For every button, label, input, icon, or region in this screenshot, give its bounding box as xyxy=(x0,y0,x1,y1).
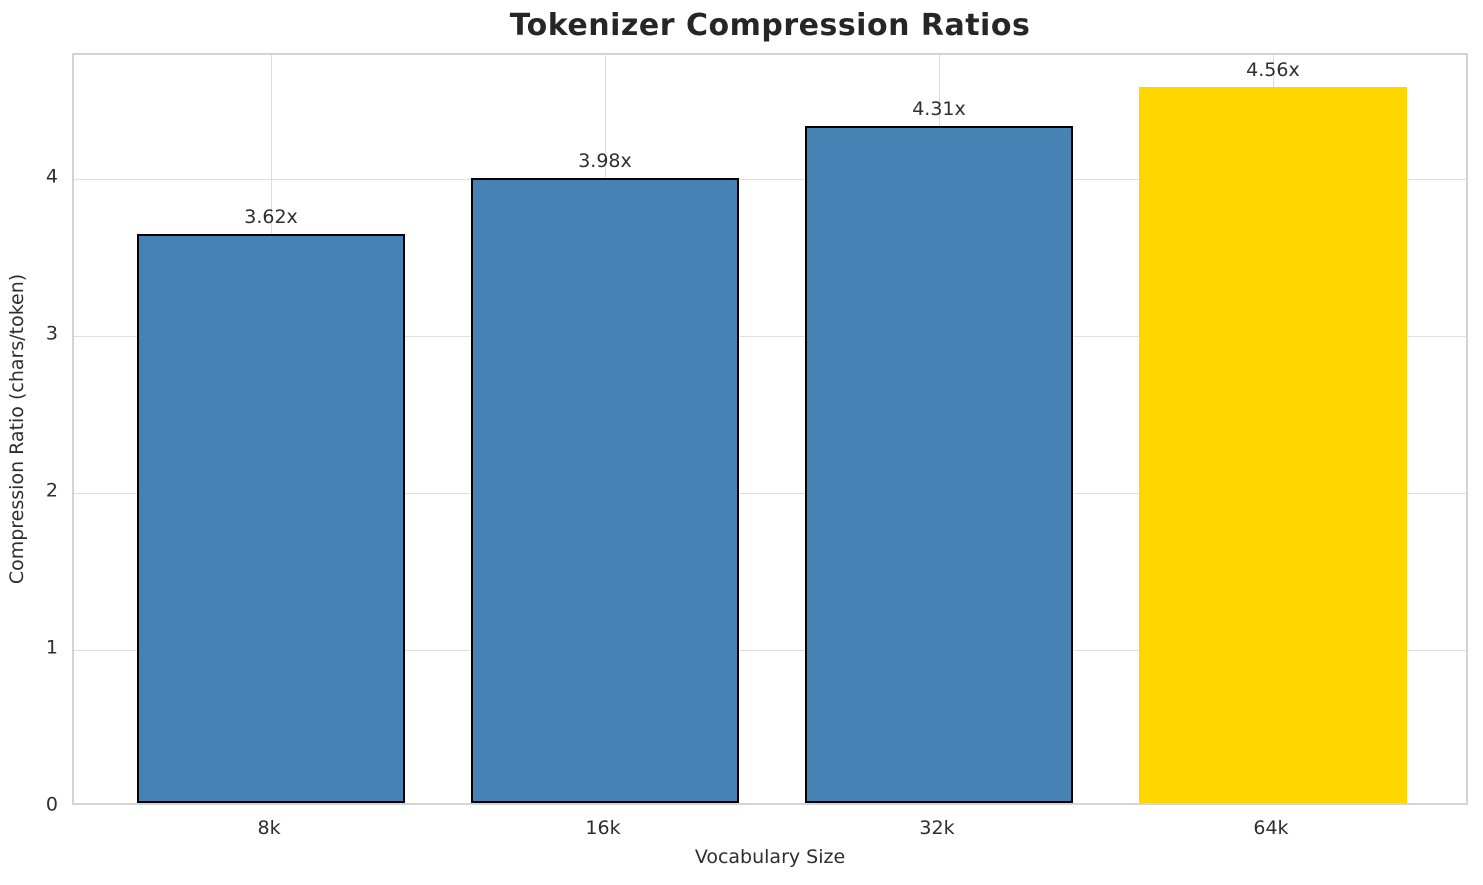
x-tick-label-8k: 8k xyxy=(257,817,281,839)
x-axis-label: Vocabulary Size xyxy=(694,846,846,868)
x-tick-label-16k: 16k xyxy=(585,817,621,839)
y-tick-label-4: 4 xyxy=(45,165,58,188)
bar-64k xyxy=(1139,86,1407,803)
bar-value-label-16k: 3.98x xyxy=(578,149,632,172)
gridline-y-3 xyxy=(74,335,1466,337)
y-tick-label-0: 0 xyxy=(45,793,58,816)
bar-value-label-32k: 4.31x xyxy=(912,98,966,121)
bar-32k xyxy=(805,126,1073,803)
x-tick-label-32k: 32k xyxy=(919,817,955,839)
y-tick-label-3: 3 xyxy=(45,322,58,345)
bar-16k xyxy=(471,177,739,803)
y-axis-label: Compression Ratio (chars/token) xyxy=(6,273,28,585)
bar-value-label-8k: 3.62x xyxy=(244,206,298,229)
bar-value-label-64k: 4.56x xyxy=(1246,58,1300,81)
plot-area: 3.62x 3.98x 4.31x 4.56x xyxy=(72,53,1468,805)
gridline-y-4 xyxy=(74,178,1466,180)
gridline-y-2 xyxy=(74,492,1466,494)
y-tick-label-1: 1 xyxy=(45,636,58,659)
x-tick-label-64k: 64k xyxy=(1253,817,1289,839)
chart-title: Tokenizer Compression Ratios xyxy=(509,8,1031,43)
bar-8k xyxy=(137,234,405,803)
y-tick-label-2: 2 xyxy=(45,479,58,502)
gridline-y-1 xyxy=(74,649,1466,651)
